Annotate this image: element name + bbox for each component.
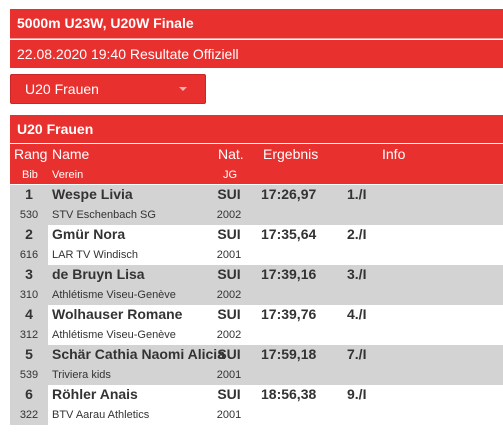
col-year: JG — [223, 169, 238, 181]
result-time: 17:39,76 — [261, 306, 317, 322]
rank-cell-bg — [10, 225, 48, 265]
col-rank: Rang — [14, 146, 48, 162]
club-name: Athlétisme Viseu-Genève — [52, 289, 176, 301]
event-subtitle: 22.08.2020 19:40 Resultate Offiziell — [17, 46, 239, 62]
event-subtitle-bar: 22.08.2020 19:40 Resultate Offiziell — [10, 40, 503, 68]
bib-number: 310 — [19, 289, 39, 301]
athlete-name: de Bruyn Lisa — [52, 266, 145, 282]
col-name: Name — [52, 146, 90, 162]
athlete-name: Wolhauser Romane — [52, 306, 183, 322]
table-row: 5 539 Schär Cathia Naomi Alicia Triviera ki… — [10, 345, 503, 385]
col-info: Info — [382, 146, 406, 162]
result-time: 17:39,16 — [261, 266, 317, 282]
heat-place: 2./I — [347, 226, 367, 242]
birth-year: 2001 — [216, 409, 242, 421]
bib-number: 616 — [19, 249, 39, 261]
bib-number: 530 — [19, 209, 39, 221]
heat-place: 9./I — [347, 386, 367, 402]
rank: 1 — [25, 186, 33, 202]
chevron-down-icon — [179, 87, 187, 91]
rank-cell-bg — [10, 385, 48, 425]
athlete-name: Gmür Nora — [52, 226, 126, 242]
rank: 4 — [25, 306, 33, 322]
athlete-name: Wespe Livia — [52, 186, 133, 202]
nationality: SUI — [217, 346, 241, 362]
result-time: 18:56,38 — [261, 386, 317, 402]
birth-year: 2002 — [216, 209, 242, 221]
event-title-bar: 5000m U23W, U20W Finale — [10, 9, 503, 39]
result-time: 17:26,97 — [261, 186, 317, 202]
athlete-name: Röhler Anais — [52, 386, 138, 402]
table-row: 1 530 Wespe Livia STV Eschenbach SG SUI 2002 1… — [10, 185, 503, 225]
category-select-value: U20 Frauen — [25, 81, 99, 97]
rank: 5 — [25, 346, 33, 362]
bib-number: 322 — [19, 409, 39, 421]
birth-year: 2001 — [216, 249, 242, 261]
bib-number: 539 — [19, 369, 39, 381]
col-club: Verein — [52, 169, 84, 181]
club-name: STV Eschenbach SG — [52, 209, 156, 221]
rank-cell-bg — [10, 305, 48, 345]
rank: 2 — [25, 226, 33, 242]
rank-cell-bg — [10, 345, 48, 385]
rank: 3 — [25, 266, 33, 282]
heat-place: 3./I — [347, 266, 367, 282]
result-time: 17:35,64 — [261, 226, 317, 242]
birth-year: 2001 — [216, 369, 242, 381]
table-row: 3 310 de Bruyn Lisa Athlétisme Viseu-Genève… — [10, 265, 503, 305]
athlete-name: Schär Cathia Naomi Alicia — [52, 346, 225, 362]
rank-cell-bg — [10, 265, 48, 305]
bib-number: 312 — [19, 329, 39, 341]
club-name: Athlétisme Viseu-Genève — [52, 329, 176, 341]
col-bib: Bib — [22, 169, 38, 181]
col-result: Ergebnis — [263, 146, 319, 162]
event-title: 5000m U23W, U20W Finale — [17, 15, 194, 31]
birth-year: 2002 — [216, 289, 242, 301]
section-title: U20 Frauen — [17, 121, 94, 137]
col-nat: Nat. — [218, 146, 244, 162]
heat-place: 1./I — [347, 186, 367, 202]
nationality: SUI — [217, 306, 241, 322]
nationality: SUI — [217, 186, 241, 202]
table-header: Rang Bib Name Verein Nat. JG Ergebnis In… — [10, 144, 503, 184]
nationality: SUI — [217, 386, 241, 402]
heat-place: 7./I — [347, 346, 367, 362]
birth-year: 2002 — [216, 329, 242, 341]
club-name: Triviera kids — [52, 369, 111, 381]
nationality: SUI — [217, 266, 241, 282]
table-row: 6 322 Röhler Anais BTV Aarau Athletics SUI 20… — [10, 385, 503, 425]
club-name: BTV Aarau Athletics — [52, 409, 150, 421]
rank: 6 — [25, 386, 33, 402]
club-name: LAR TV Windisch — [52, 249, 138, 261]
table-row: 2 616 Gmür Nora LAR TV Windisch SUI 2001 17:35… — [10, 225, 503, 265]
result-time: 17:59,18 — [261, 346, 317, 362]
category-select[interactable]: U20 Frauen — [10, 74, 206, 104]
section-title-bar: U20 Frauen — [10, 115, 503, 143]
table-row: 4 312 Wolhauser Romane Athlétisme Viseu-Gen… — [10, 305, 503, 345]
nationality: SUI — [217, 226, 241, 242]
heat-place: 4./I — [347, 306, 367, 322]
rank-cell-bg — [10, 185, 48, 225]
